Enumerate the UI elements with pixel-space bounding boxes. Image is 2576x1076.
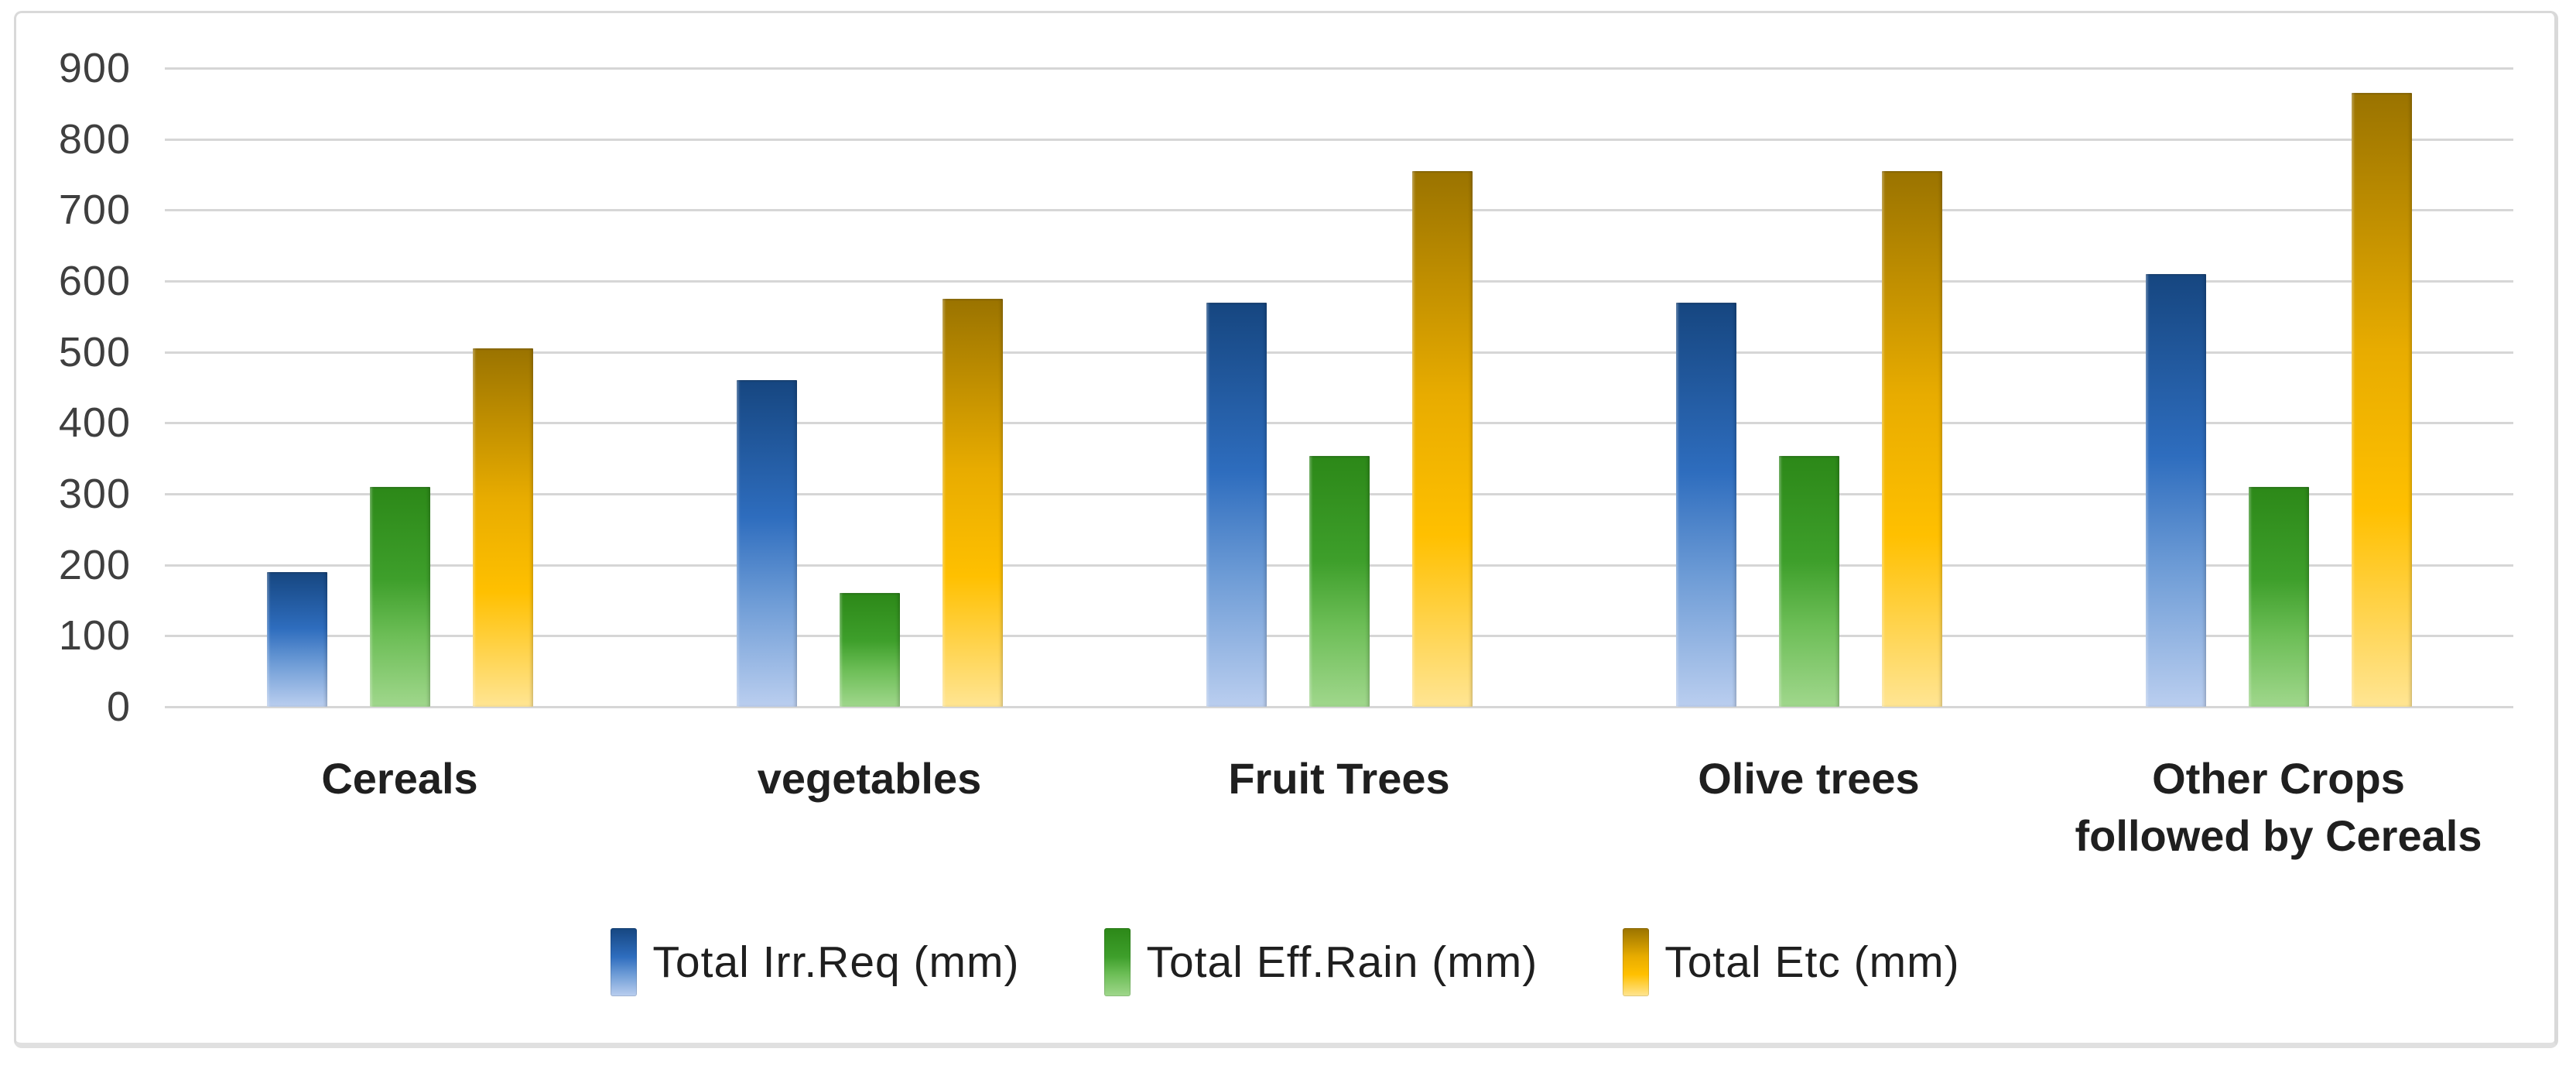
category-label-text: Other Crops followed by Cereals xyxy=(2075,754,2482,860)
bar-total-eff-rain-mm-olive-trees xyxy=(1778,456,1839,707)
legend-swatch-total-eff-rain-mm xyxy=(1104,928,1131,996)
bar-total-etc-mm-vegetables xyxy=(942,298,1003,707)
bar-group-cereals xyxy=(165,68,635,707)
bar-group-vegetables xyxy=(635,68,1104,707)
bar-total-irr-req-mm-other-crops-followed-by-cereals xyxy=(2145,273,2206,707)
bar-total-eff-rain-mm-other-crops-followed-by-cereals xyxy=(2248,486,2309,707)
y-axis-tick-label: 0 xyxy=(106,684,131,730)
bar-groups-layer xyxy=(165,68,2513,707)
gridline-900 xyxy=(165,67,2513,70)
x-axis-line xyxy=(165,706,2513,708)
bar-group-olive-trees xyxy=(1574,68,2044,707)
bar-total-etc-mm-cereals xyxy=(472,348,533,707)
bar-total-eff-rain-mm-cereals xyxy=(369,486,430,707)
x-axis-category-label-fruit-trees: Fruit Trees xyxy=(1104,750,1574,865)
bar-group-fruit-trees xyxy=(1104,68,1574,707)
y-axis-tick-label: 700 xyxy=(58,187,131,234)
category-label-text: Olive trees xyxy=(1698,754,1920,803)
legend-label: Total Irr.Req (mm) xyxy=(652,937,1020,987)
x-axis-category-label-olive-trees: Olive trees xyxy=(1574,750,2044,865)
x-axis-category-label-vegetables: vegetables xyxy=(635,750,1104,865)
bar-total-eff-rain-mm-vegetables xyxy=(839,593,900,707)
gridline-400 xyxy=(165,422,2513,425)
x-axis-labels: Cereals vegetables Fruit Trees Olive trees O… xyxy=(165,750,2513,865)
legend-item-total-etc-mm: Total Etc (mm) xyxy=(1623,928,1959,996)
y-axis-tick-label: 200 xyxy=(58,541,131,588)
gridline-600 xyxy=(165,279,2513,283)
chart-legend: Total Irr.Req (mm) Total Eff.Rain (mm) Tot… xyxy=(16,928,2554,996)
bar-total-etc-mm-fruit-trees xyxy=(1411,170,1473,707)
bar-total-irr-req-mm-fruit-trees xyxy=(1206,302,1267,707)
bar-total-irr-req-mm-olive-trees xyxy=(1675,302,1736,707)
category-label-text: Cereals xyxy=(321,754,478,803)
bar-total-eff-rain-mm-fruit-trees xyxy=(1309,456,1370,707)
chart-frame[interactable]: 0 100 200 300 400 500 600 700 800 900 Cereals vege… xyxy=(14,11,2558,1048)
x-axis-category-label-other-crops-followed-by-cereals: Other Crops followed by Cereals xyxy=(2044,750,2513,865)
legend-swatch-total-etc-mm xyxy=(1623,928,1650,996)
y-axis-tick-label: 300 xyxy=(58,471,131,517)
bar-group-other-crops-followed-by-cereals xyxy=(2044,68,2513,707)
legend-label: Total Etc (mm) xyxy=(1664,937,1960,987)
bar-total-etc-mm-olive-trees xyxy=(1881,170,1942,707)
y-axis-tick-label: 400 xyxy=(58,399,131,447)
gridline-500 xyxy=(165,351,2513,354)
legend-item-total-irr-req-mm: Total Irr.Req (mm) xyxy=(611,928,1019,996)
y-axis-tick-label: 500 xyxy=(58,328,131,375)
category-label-text: Fruit Trees xyxy=(1228,754,1450,803)
category-label-text: vegetables xyxy=(757,754,982,803)
y-axis-tick-label: 900 xyxy=(58,45,131,91)
bar-total-irr-req-mm-vegetables xyxy=(736,380,797,707)
y-axis-tick-label: 100 xyxy=(58,612,131,660)
legend-item-total-eff-rain-mm: Total Eff.Rain (mm) xyxy=(1104,928,1538,996)
gridline-800 xyxy=(165,138,2513,141)
bar-total-irr-req-mm-cereals xyxy=(266,571,327,707)
legend-label: Total Eff.Rain (mm) xyxy=(1146,937,1538,987)
y-axis-tick-label: 800 xyxy=(58,115,131,163)
y-axis-tick-label: 600 xyxy=(58,258,131,304)
plot-area xyxy=(165,67,2513,708)
x-axis-category-label-cereals: Cereals xyxy=(165,750,635,865)
legend-swatch-total-irr-req-mm xyxy=(611,928,638,996)
bar-total-etc-mm-other-crops-followed-by-cereals xyxy=(2351,93,2412,707)
gridline-700 xyxy=(165,209,2513,212)
